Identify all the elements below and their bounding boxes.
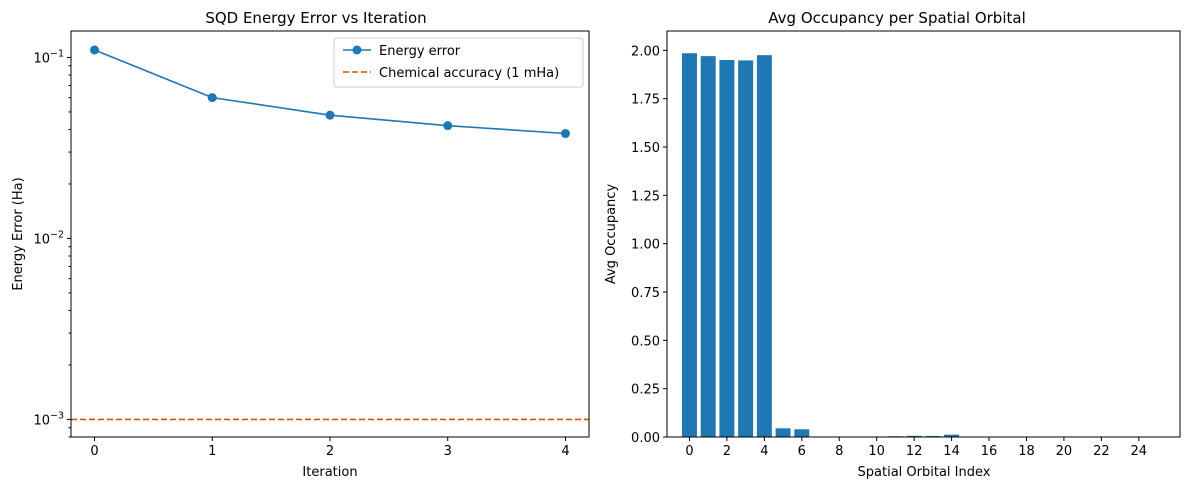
chart2-x-tick-label-18: 18 <box>1018 444 1035 459</box>
chart2-y-tick-label-1.00: 1.00 <box>631 238 660 253</box>
chart2-x-tick-label-16: 16 <box>981 444 998 459</box>
chart2-y-ticks: 0.00 0.25 0.50 0.75 1.00 1.25 1.50 1.75 2.00 <box>631 44 667 446</box>
chart1-y-tick-label-0: 10−1 <box>33 48 64 66</box>
chart1-title: SQD Energy Error vs Iteration <box>205 9 426 27</box>
chart2-x-axis-label: Spatial Orbital Index <box>858 465 991 480</box>
chart2-y-tick-label-0.75: 0.75 <box>631 286 660 301</box>
chart1-legend: Energy error Chemical accuracy (1 mHa) <box>333 37 584 88</box>
energy-error-point-4 <box>560 129 570 139</box>
chart1-y-axis-label: Energy Error (Ha) <box>11 177 26 290</box>
chart2-y-tick-label-1.75: 1.75 <box>631 93 660 108</box>
legend-energy-error-label: Energy error <box>379 44 461 59</box>
energy-error-point-1 <box>207 93 217 103</box>
legend-chemical-accuracy-label: Chemical accuracy (1 mHa) <box>379 66 559 81</box>
chart2-y-tick-label-0.50: 0.50 <box>631 334 660 349</box>
chart2-x-tick-label-20: 20 <box>1056 444 1073 459</box>
chart2-x-tick-label-2: 2 <box>723 444 731 459</box>
chart2-x-tick-label-10: 10 <box>868 444 885 459</box>
chart1-marks <box>71 45 589 421</box>
chart1-x-tick-label-3: 3 <box>444 444 452 459</box>
chart2-x-tick-label-4: 4 <box>760 444 768 459</box>
chart2-marks <box>681 53 960 438</box>
occupancy-bar-0 <box>681 53 697 437</box>
occupancy-bar-5 <box>775 428 791 437</box>
chart2-x-ticks: 0 2 4 6 8 10 12 14 16 18 20 22 24 <box>685 437 1147 459</box>
chart1-y-tick-label-1: 10−2 <box>33 229 64 247</box>
chart1-x-axis-label: Iteration <box>302 465 357 480</box>
chart1-y-ticks: 10−1 10−2 10−3 <box>33 48 71 438</box>
chart2-x-tick-label-8: 8 <box>835 444 843 459</box>
chart2-y-tick-label-0.00: 0.00 <box>631 431 660 446</box>
energy-error-point-3 <box>443 121 453 131</box>
energy-error-chart: SQD Energy Error vs Iteration 0 1 2 3 4 10−1… <box>11 9 590 480</box>
chart2-y-tick-label-1.25: 1.25 <box>631 189 660 204</box>
chart2-x-tick-label-12: 12 <box>906 444 923 459</box>
occupancy-bar-3 <box>738 60 754 438</box>
chart1-x-tick-label-1: 1 <box>208 444 216 459</box>
chart2-x-tick-label-24: 24 <box>1131 444 1148 459</box>
chart1-x-tick-label-2: 2 <box>326 444 334 459</box>
chart2-x-tick-label-22: 22 <box>1093 444 1110 459</box>
occupancy-bar-1 <box>700 56 716 438</box>
chart2-x-tick-label-6: 6 <box>798 444 806 459</box>
legend-energy-error-marker <box>352 45 362 55</box>
chart2-y-axis-label: Avg Occupancy <box>604 184 619 285</box>
chart2-title: Avg Occupancy per Spatial Orbital <box>768 9 1025 27</box>
occupancy-bar-4 <box>756 55 772 438</box>
chart2-y-tick-label-0.25: 0.25 <box>631 383 660 398</box>
occupancy-bar-14 <box>944 434 960 437</box>
chart2-plot-frame <box>666 30 1181 438</box>
energy-error-point-0 <box>90 45 100 55</box>
chart1-x-tick-label-4: 4 <box>561 444 569 459</box>
legend-box <box>333 37 584 88</box>
chart2-y-tick-label-1.50: 1.50 <box>631 141 660 156</box>
energy-error-point-2 <box>325 110 335 120</box>
chart1-x-ticks: 0 1 2 3 4 <box>90 437 570 459</box>
chart2-x-tick-label-14: 14 <box>943 444 960 459</box>
chart1-y-tick-label-2: 10−3 <box>33 410 64 428</box>
chart1-x-tick-label-0: 0 <box>90 444 98 459</box>
occupancy-bar-12 <box>906 435 922 437</box>
chart2-y-tick-label-2.00: 2.00 <box>631 44 660 59</box>
occupancy-bar-6 <box>794 429 810 437</box>
chart1-plot-frame <box>70 30 590 438</box>
chart2-x-tick-label-0: 0 <box>685 444 693 459</box>
occupancy-bar-2 <box>719 60 735 437</box>
